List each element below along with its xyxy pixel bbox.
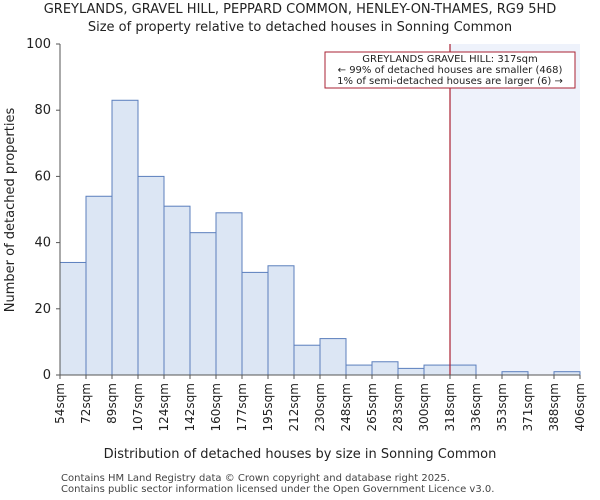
x-tick-label: 318sqm [443,383,457,431]
bar-265sqm [371,361,399,376]
bar-142sqm [189,232,217,376]
x-tick-label: 107sqm [131,383,145,431]
x-axis-ticks: 54sqm 72sqm 89sqm 107sqm 124sqm 142sqm 160sqm 1… [53,375,587,431]
bar-124sqm [163,205,191,376]
highlight-region [450,44,580,375]
y-tick-label: 0 [43,368,51,383]
bars [59,99,581,376]
y-tick-label: 60 [34,169,51,184]
y-tick-label: 20 [34,302,51,317]
bar-230sqm [319,338,347,376]
annotation-line-2: ← 99% of detached houses are smaller (46… [338,65,563,76]
x-tick-label: 248sqm [339,383,353,431]
bar-107sqm [137,175,165,376]
x-tick-label: 300sqm [417,383,431,431]
bar-300sqm [423,364,451,376]
y-tick-label: 80 [34,103,51,118]
bar-195sqm [267,265,295,376]
bar-318sqm [449,364,477,376]
bar-160sqm [215,212,243,376]
x-tick-label: 406sqm [573,383,587,431]
footer-copyright: Contains HM Land Registry data © Crown c… [61,473,450,484]
x-tick-label: 124sqm [157,383,171,431]
x-tick-label: 142sqm [183,383,197,431]
chart-title: GREYLANDS, GRAVEL HILL, PEPPARD COMMON, … [44,2,557,17]
y-axis-label: Number of detached properties [3,108,18,313]
chart-subtitle: Size of property relative to detached ho… [88,20,512,35]
x-tick-label: 283sqm [391,383,405,431]
x-tick-label: 336sqm [469,383,483,431]
x-tick-label: 230sqm [313,383,327,431]
x-tick-label: 388sqm [547,383,561,431]
x-tick-label: 371sqm [521,383,535,431]
x-tick-label: 195sqm [261,383,275,431]
bar-283sqm [397,367,425,376]
bar-54sqm [59,261,87,376]
x-tick-label: 177sqm [235,383,249,431]
x-tick-label: 54sqm [53,383,67,424]
annotation-line-1: GREYLANDS GRAVEL HILL: 317sqm [362,54,537,65]
bar-212sqm [293,344,321,376]
x-tick-label: 89sqm [105,383,119,424]
y-tick-label: 40 [34,236,51,251]
bar-248sqm [345,364,373,376]
x-axis-label: Distribution of detached houses by size … [104,447,497,462]
x-tick-label: 265sqm [365,383,379,431]
y-tick-label: 100 [26,37,51,52]
bar-72sqm [85,195,113,376]
bar-89sqm [111,99,139,376]
footer-licence: Contains public sector information licen… [61,484,495,495]
annotation-line-3: 1% of semi-detached houses are larger (6… [337,76,563,87]
y-axis-ticks: 0 20 40 60 80 100 [26,37,60,383]
x-tick-label: 160sqm [209,383,223,431]
x-tick-label: 72sqm [79,383,93,424]
x-tick-label: 353sqm [495,383,509,431]
annotation-frame [324,51,576,89]
x-tick-label: 212sqm [287,383,301,431]
annotation-box: GREYLANDS GRAVEL HILL: 317sqm ← 99% of d… [324,51,576,89]
bar-177sqm [241,271,269,376]
